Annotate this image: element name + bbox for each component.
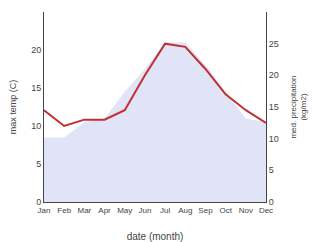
svg-text:15: 15 bbox=[31, 83, 41, 93]
svg-text:Sep: Sep bbox=[198, 206, 213, 215]
svg-text:0: 0 bbox=[269, 197, 274, 207]
svg-text:May: May bbox=[117, 206, 132, 215]
svg-text:20: 20 bbox=[31, 45, 41, 55]
svg-text:Jul: Jul bbox=[160, 206, 170, 215]
svg-text:15: 15 bbox=[269, 102, 279, 112]
svg-text:Jan: Jan bbox=[38, 206, 51, 215]
svg-text:10: 10 bbox=[31, 121, 41, 131]
svg-text:5: 5 bbox=[269, 165, 274, 175]
svg-text:date (month): date (month) bbox=[127, 231, 184, 242]
svg-text:med. precipitation(kg/m2): med. precipitation(kg/m2) bbox=[289, 75, 308, 138]
svg-text:5: 5 bbox=[36, 159, 41, 169]
svg-text:25: 25 bbox=[269, 39, 279, 49]
svg-text:Apr: Apr bbox=[98, 206, 111, 215]
svg-text:Dec: Dec bbox=[259, 206, 273, 215]
svg-text:20: 20 bbox=[269, 70, 279, 80]
svg-text:Aug: Aug bbox=[178, 206, 192, 215]
svg-text:Oct: Oct bbox=[219, 206, 232, 215]
svg-text:Nov: Nov bbox=[239, 206, 253, 215]
svg-text:Jun: Jun bbox=[138, 206, 151, 215]
svg-text:max temp (C): max temp (C) bbox=[8, 80, 18, 135]
svg-text:0: 0 bbox=[36, 197, 41, 207]
svg-text:Feb: Feb bbox=[57, 206, 71, 215]
svg-text:Mar: Mar bbox=[77, 206, 91, 215]
svg-text:10: 10 bbox=[269, 134, 279, 144]
